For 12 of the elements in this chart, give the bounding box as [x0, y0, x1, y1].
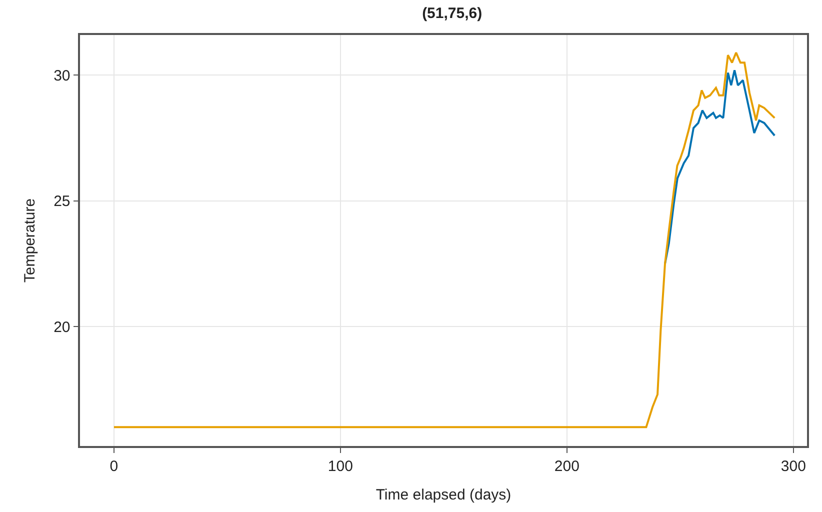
x-axis-title: Time elapsed (days)	[376, 486, 512, 504]
y-tick-label: 25	[54, 193, 70, 210]
y-axis-title: Temperature	[21, 198, 38, 283]
x-tick-label: 0	[110, 458, 118, 475]
line-series	[664, 69, 776, 265]
chart-title: (51,75,6)	[422, 5, 482, 22]
line-series	[112, 52, 776, 428]
x-tick-label: 300	[780, 458, 806, 475]
x-tick-label: 200	[554, 458, 580, 475]
x-tick-label: 100	[328, 458, 353, 475]
y-tick-label: 20	[54, 318, 70, 336]
y-tick-label: 30	[54, 67, 70, 84]
